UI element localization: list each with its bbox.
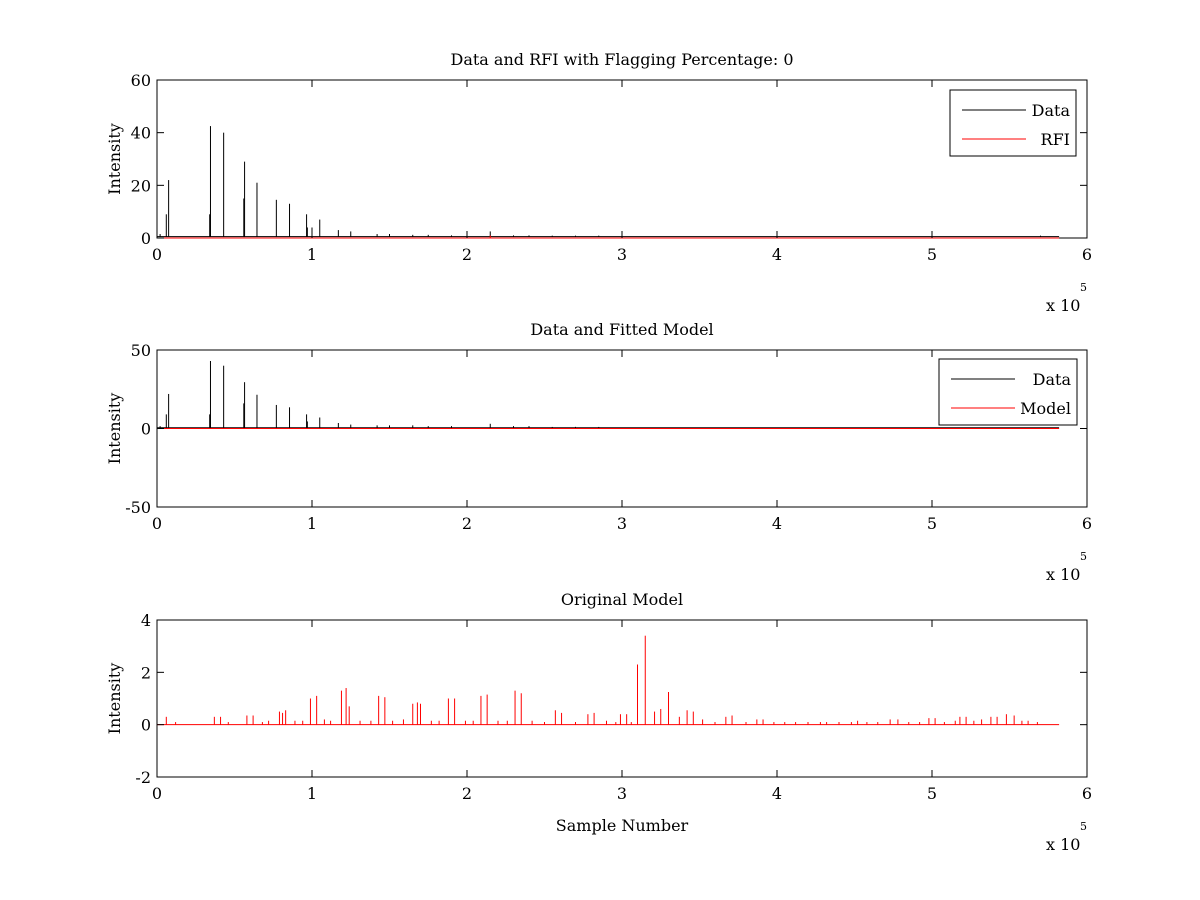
legend-box (938, 358, 1078, 426)
x-tick-label: 6 (1082, 245, 1092, 264)
x-tick-label: 4 (772, 245, 782, 264)
legend-label: RFI (1041, 130, 1070, 149)
x-tick-label: 2 (462, 514, 472, 533)
x-tick-label: 4 (772, 784, 782, 803)
y-tick-label: 0 (141, 229, 151, 248)
x-tick-label: 3 (617, 245, 627, 264)
x-tick-label: 2 (462, 784, 472, 803)
x-axis-label: Sample Number (556, 816, 689, 835)
x-tick-label: 2 (462, 245, 472, 264)
chart-title: Data and RFI with Flagging Percentage: 0 (450, 50, 793, 69)
y-axis-label: Intensity (105, 663, 124, 735)
x-tick-label: 6 (1082, 784, 1092, 803)
x-tick-label: 1 (307, 784, 317, 803)
legend: Data Model (938, 358, 1078, 426)
x-tick-label: 0 (152, 784, 162, 803)
y-tick-label: 2 (141, 663, 151, 682)
x-tick-label: 6 (1082, 514, 1092, 533)
y-axis-label: Intensity (105, 393, 124, 465)
y-tick-label: 60 (131, 71, 151, 90)
y-tick-label: 0 (141, 420, 151, 439)
chart-title: Data and Fitted Model (530, 320, 713, 339)
legend: Data RFI (949, 89, 1077, 157)
plot-area (156, 79, 1088, 239)
x-tick-label: 4 (772, 514, 782, 533)
y-tick-label: 0 (141, 716, 151, 735)
x-tick-label: 5 (927, 784, 937, 803)
x-tick-label: 0 (152, 245, 162, 264)
legend-label: Data (1032, 101, 1071, 120)
chart-title: Original Model (561, 590, 683, 609)
series-rfi (157, 235, 1060, 239)
x-tick-label: 1 (307, 245, 317, 264)
y-tick-label: 40 (131, 124, 151, 143)
x-tick-label: 3 (617, 784, 627, 803)
x-tick-label: 3 (617, 514, 627, 533)
y-axis-label: Intensity (105, 123, 124, 195)
y-tick-label: -50 (125, 498, 151, 517)
y-tick-label: 20 (131, 176, 151, 195)
y-tick-label: 50 (131, 341, 151, 360)
x-exponent: 5 (1080, 281, 1087, 294)
y-tick-label: 4 (141, 611, 151, 630)
x-tick-label: 5 (927, 245, 937, 264)
legend-box (949, 89, 1077, 157)
x-exponent: 5 (1080, 820, 1087, 833)
x-tick-label: 0 (152, 514, 162, 533)
x-exponent: 5 (1080, 550, 1087, 563)
y-tick-label: -2 (135, 768, 151, 787)
x-tick-label: 1 (307, 514, 317, 533)
plot-area (156, 619, 1088, 778)
x-tick-label: 5 (927, 514, 937, 533)
series-model (157, 635, 1060, 726)
series-data (157, 360, 1060, 429)
legend-label: Model (1020, 399, 1071, 418)
series-data (157, 126, 1060, 238)
legend-label: Data (1033, 370, 1072, 389)
x-multiplier: x 10 (1046, 835, 1080, 854)
x-multiplier: x 10 (1046, 565, 1080, 584)
x-multiplier: x 10 (1046, 296, 1080, 315)
